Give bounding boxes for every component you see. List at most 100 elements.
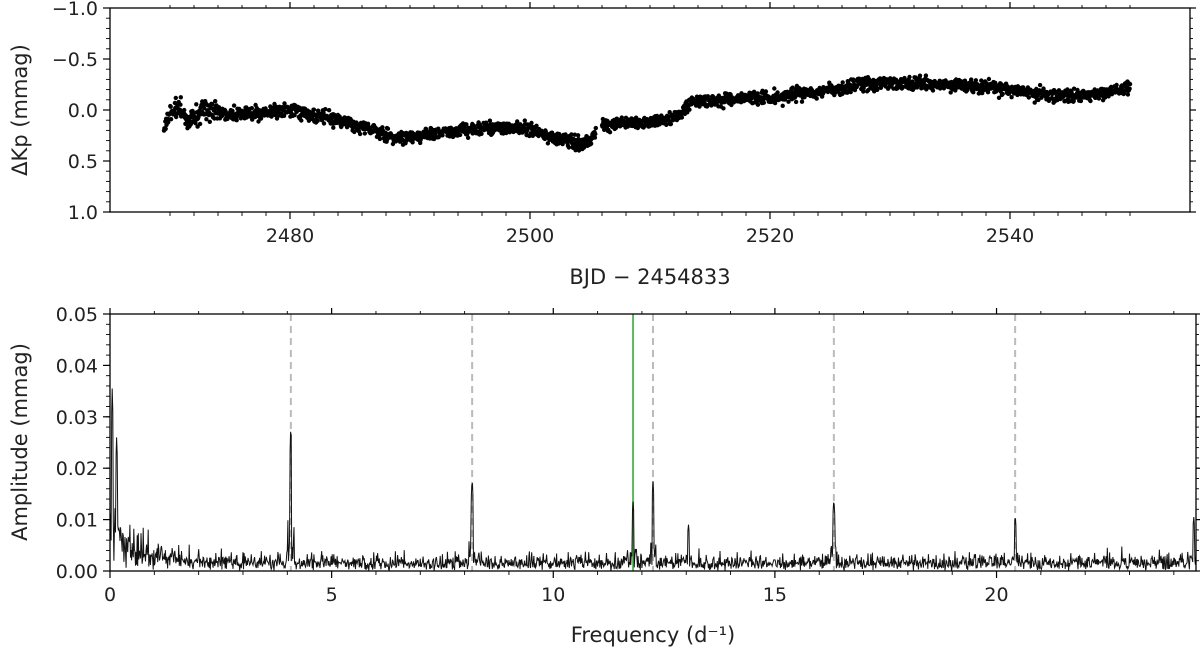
ps-x-tick-label-0: 0: [104, 584, 116, 606]
light-curve-point-327: [299, 118, 304, 123]
light-curve-point-1400: [755, 102, 761, 107]
light-curve-point-1026: [592, 135, 598, 140]
light-curve-point-663: [440, 133, 445, 138]
light-curve-point-269: [274, 116, 280, 121]
lc-x-tick-label-2520: 2520: [746, 225, 794, 247]
light-curve-point-2169: [1078, 98, 1084, 104]
light-curve-point-163: [230, 108, 235, 114]
light-curve-point-1391: [751, 89, 757, 95]
periodogram-y-label: Amplitude (mmag): [8, 343, 32, 541]
light-curve-point-1193: [668, 121, 674, 127]
light-curve-point-1913: [971, 90, 976, 95]
light-curve-point-1908: [969, 77, 974, 82]
lc-x-tick-label-2500: 2500: [506, 225, 554, 247]
light-curve-point-2281: [1125, 92, 1131, 97]
light-curve-point-1919: [973, 78, 979, 83]
light-curve-point-28: [173, 95, 178, 101]
light-curve-point-1601: [840, 91, 845, 97]
light-curve-point-210: [250, 117, 255, 122]
light-curve-point-2072: [1037, 82, 1043, 88]
light-curve-point-29: [174, 114, 179, 120]
light-curve-point-393: [326, 108, 332, 113]
lc-y-tick-label: 0.5: [68, 151, 98, 173]
light-curve-point-1729: [893, 77, 899, 83]
light-curve-point-101: [204, 117, 209, 122]
light-curve-point-2285: [1127, 86, 1132, 91]
periodogram-frame: [109, 313, 1197, 572]
light-curve-point-357: [311, 107, 317, 112]
light-curve-point-978: [572, 132, 577, 137]
light-curve-point-514: [377, 136, 383, 142]
light-curve-point-776: [487, 118, 493, 123]
light-curve-point-75: [193, 121, 198, 126]
light-curve-point-1473: [786, 99, 791, 104]
light-curve-point-1447: [775, 90, 780, 95]
light-curve-point-1414: [761, 100, 766, 105]
ps-y-tick-label: 0.03: [56, 407, 98, 429]
light-curve-point-256: [269, 114, 274, 119]
light-curve-point-1318: [721, 106, 726, 111]
light-curve-point-1419: [763, 89, 769, 94]
light-curve-point-39: [178, 102, 183, 107]
light-curve-point-109: [207, 119, 212, 125]
periodogram-line: [109, 314, 1197, 572]
light-curve-point-1000: [581, 145, 587, 150]
light-curve-point-1441: [772, 100, 778, 106]
light-curve-point-1950: [986, 76, 992, 82]
periodogram-x-label: Frequency (d⁻¹): [571, 623, 735, 647]
light-curve-x-label: BJD − 2454833: [569, 265, 730, 289]
ps-y-tick-label: 0.04: [56, 355, 98, 377]
light-curve-point-1948: [985, 90, 991, 95]
light-curve-point-1491: [793, 99, 799, 105]
light-curve-ticks: 2480 2500 2520 2540 −1.0 −0.5 0.0 0.5 1.0: [52, 0, 1196, 247]
ps-y-tick-label: 0.00: [56, 561, 98, 583]
light-curve-point-286: [281, 113, 287, 119]
light-curve-point-2032: [1021, 85, 1026, 90]
light-curve-point-520: [380, 125, 385, 130]
light-curve-point-1979: [998, 81, 1004, 87]
light-curve-point-1786: [917, 73, 923, 78]
light-curve-panel: 2480 2500 2520 2540 −1.0 −0.5 0.0 0.5 1.0 BJD − …: [8, 0, 1196, 289]
light-curve-point-86: [197, 121, 203, 127]
light-curve-point-705: [457, 132, 463, 138]
ps-x-tick-label-10: 10: [541, 584, 565, 606]
light-curve-point-209: [249, 106, 254, 111]
light-curve-point-646: [433, 131, 438, 137]
light-curve-point-986: [575, 133, 581, 138]
light-curve-point-1602: [840, 80, 845, 85]
light-curve-point-77: [194, 102, 199, 107]
light-curve-point-311: [292, 112, 297, 118]
light-curve-point-381: [321, 121, 327, 126]
light-curve-point-545: [390, 141, 396, 147]
light-curve-point-970: [569, 132, 574, 137]
light-curve-point-909: [543, 129, 548, 134]
light-curve-point-1761: [907, 74, 912, 80]
lc-y-tick-label: −0.5: [52, 49, 98, 71]
light-curve-y-label: ΔKp (mmag): [8, 44, 32, 176]
light-curve-point-2004: [1009, 95, 1014, 100]
ps-x-tick-label-20: 20: [984, 584, 1008, 606]
periodogram-panel: 0 5 10 15 20 0.00 0.01 0.02 0.03 0.04 0.05 Frequen…: [8, 304, 1200, 647]
light-curve-point-1540: [814, 96, 819, 101]
light-curve-point-1114: [635, 125, 640, 131]
light-curve-point-964: [566, 145, 572, 150]
light-curve-point-17: [168, 117, 174, 122]
light-curve-point-1483: [790, 85, 795, 90]
light-curve-point-887: [534, 123, 539, 128]
light-curve-point-2212: [1096, 96, 1102, 101]
light-curve-points: [161, 73, 1133, 153]
light-curve-point-478: [362, 131, 367, 136]
light-curve-point-1261: [697, 104, 702, 109]
light-curve-point-1017: [588, 141, 594, 146]
light-curve-point-1983: [1000, 91, 1005, 97]
lc-y-tick-label: 1.0: [68, 202, 98, 224]
light-curve-point-366: [315, 118, 320, 124]
light-curve-point-1817: [930, 88, 936, 93]
harmonic-lines: [289, 314, 1017, 571]
light-curve-point-122: [213, 99, 218, 104]
light-curve-point-1459: [780, 103, 785, 109]
light-curve-point-2137: [1065, 87, 1070, 92]
light-curve-point-40: [178, 95, 183, 100]
ps-y-tick-label: 0.01: [56, 510, 98, 532]
ps-y-tick-label: 0.02: [56, 458, 98, 480]
